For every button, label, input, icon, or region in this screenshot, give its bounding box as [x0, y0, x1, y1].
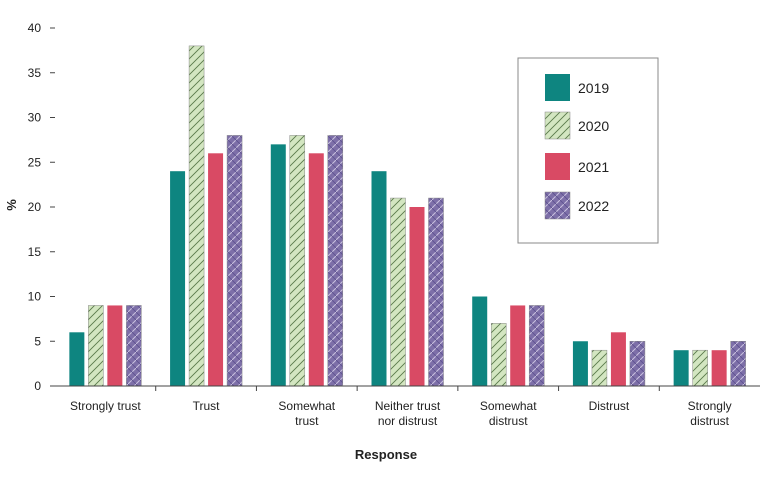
- bar-2022-cat-4: [528, 305, 545, 387]
- y-tick-label: 30: [28, 111, 42, 125]
- bar-2020-cat-5: [591, 349, 608, 387]
- bar-2019-cat-0: [69, 332, 85, 386]
- x-category-label: Strongly trust: [70, 399, 141, 413]
- bar-2020-cat-1: [188, 45, 205, 387]
- x-category-label: Somewhat: [480, 399, 537, 413]
- legend-label-2021: 2021: [578, 159, 609, 175]
- legend-swatch-2020: [544, 111, 571, 140]
- bar-2021-cat-3: [409, 207, 425, 386]
- legend-swatch-2021: [545, 153, 570, 180]
- y-tick-label: 20: [28, 200, 42, 214]
- bar-2021-cat-1: [208, 153, 224, 386]
- bar-2022-cat-5: [629, 341, 646, 387]
- bar-2020-cat-6: [692, 349, 708, 387]
- legend-swatch-2022: [544, 191, 571, 220]
- bar-2019-cat-6: [673, 350, 689, 386]
- bar-2020-cat-3: [390, 197, 406, 387]
- x-category-label: Neither trust: [375, 399, 441, 413]
- y-tick-label: 35: [28, 66, 42, 80]
- legend-label-2020: 2020: [578, 118, 609, 134]
- bar-2019-cat-3: [371, 171, 387, 386]
- x-category-label: Trust: [193, 399, 221, 413]
- legend-swatch-2019: [545, 74, 570, 101]
- y-tick-label: 25: [28, 155, 42, 169]
- x-axis-title: Response: [355, 447, 417, 462]
- bar-2019-cat-4: [472, 296, 488, 386]
- y-tick-label: 5: [34, 334, 41, 348]
- bar-2020-cat-2: [289, 135, 306, 387]
- x-axis: Strongly trust Trust SomewhattrustNeither …: [55, 385, 760, 428]
- y-tick-label: 10: [28, 290, 42, 304]
- y-tick-label: 15: [28, 245, 42, 259]
- bar-2020-cat-0: [88, 305, 104, 387]
- x-category-label: Strongly: [688, 399, 732, 413]
- bar-2021-cat-6: [711, 350, 727, 386]
- x-category-label: trust: [295, 414, 319, 428]
- x-category-label: nor distrust: [378, 414, 438, 428]
- y-axis: 0 5 10 15 20 25 30 35 40: [28, 21, 55, 393]
- x-category-label: distrust: [690, 414, 729, 428]
- bar-2021-cat-5: [610, 332, 626, 386]
- bar-2022-cat-3: [428, 197, 444, 387]
- bar-2022-cat-2: [327, 135, 344, 387]
- bar-2021-cat-0: [107, 305, 123, 386]
- legend-label-2019: 2019: [578, 80, 609, 96]
- y-axis-title: %: [4, 199, 19, 211]
- bar-2022-cat-6: [730, 341, 746, 387]
- bar-2019-cat-1: [170, 171, 186, 386]
- legend-box: [517, 57, 659, 244]
- bar-2020-cat-4: [490, 323, 507, 387]
- bar-2022-cat-0: [126, 305, 142, 387]
- bar-2022-cat-1: [226, 135, 243, 387]
- bar-2019-cat-5: [572, 341, 588, 386]
- y-tick-label: 40: [28, 21, 42, 35]
- bar-2019-cat-2: [270, 144, 286, 386]
- x-category-label: Somewhat: [278, 399, 335, 413]
- bar-2021-cat-4: [510, 305, 526, 386]
- x-category-label: Distrust: [589, 399, 630, 413]
- bar-2021-cat-2: [308, 153, 324, 386]
- legend: 2019 2020 2021 2022: [517, 57, 659, 244]
- x-category-label: distrust: [489, 414, 528, 428]
- y-tick-label: 0: [34, 379, 41, 393]
- legend-label-2022: 2022: [578, 198, 609, 214]
